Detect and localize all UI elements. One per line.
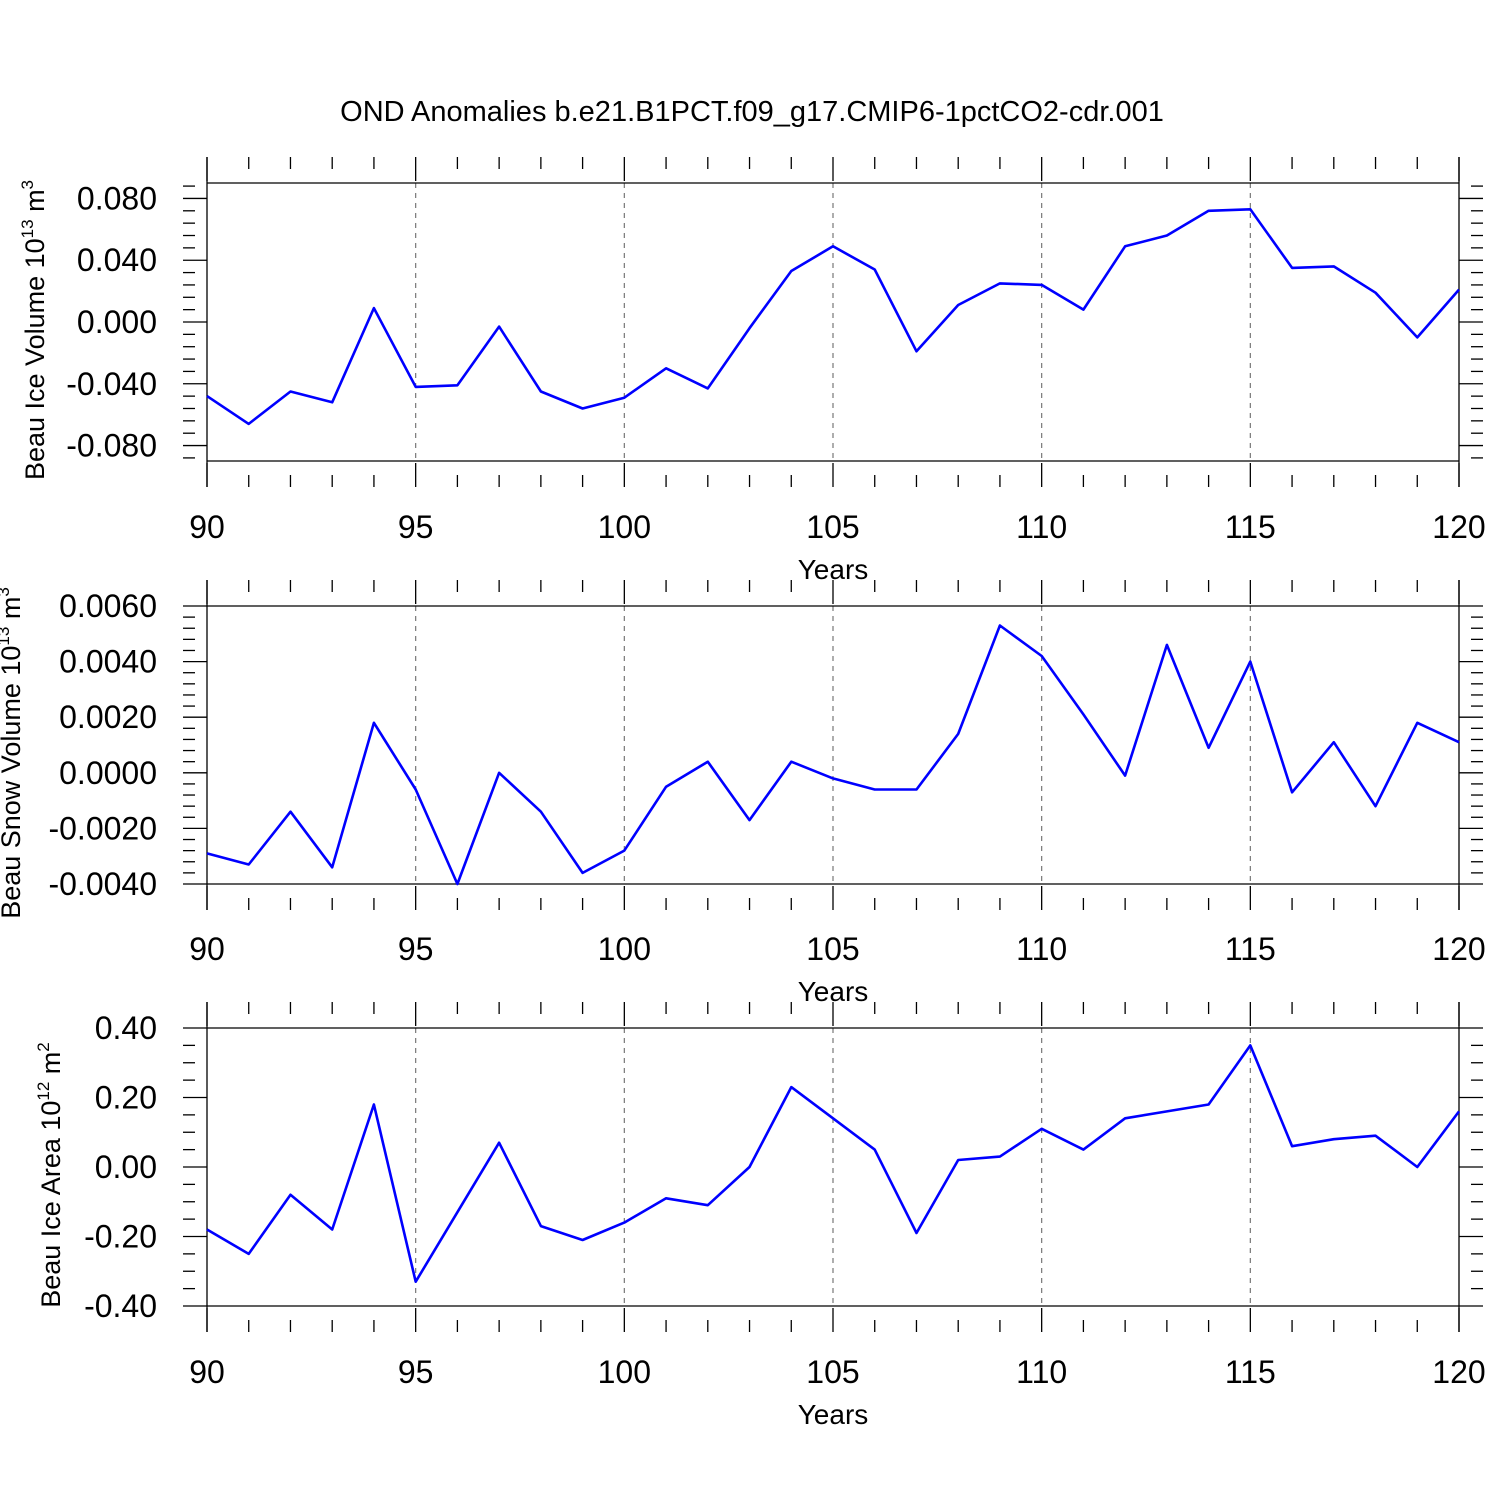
y-tick-label: 0.000 [77,304,157,340]
x-tick-label: 110 [1016,509,1067,545]
y-tick-label: 0.20 [95,1080,157,1116]
y-tick-label: -0.0040 [48,866,157,902]
x-axis-label: Years [798,976,869,1007]
x-tick-label: 105 [806,509,859,545]
series-line [206,624,1460,886]
x-tick-label: 100 [598,1354,651,1390]
panel-3: 90 95 100 105 110 115 120 0.40 0.20 0.00 -0.20 -0.4… [34,1002,1486,1430]
y-tick-label: 0.00 [95,1149,157,1185]
y-tick-label: -0.0020 [48,810,157,846]
x-tick-label: 90 [189,1354,225,1390]
x-tick-label: 120 [1432,509,1485,545]
y-axis-label: Beau Snow Volume 1013 m3 [0,587,26,919]
chart-title: OND Anomalies b.e21.B1PCT.f09_g17.CMIP6-… [340,96,1164,128]
x-tick-label: 110 [1016,931,1067,967]
x-tick-label: 90 [189,509,225,545]
y-tick-label: 0.080 [77,180,157,216]
x-tick-label: 105 [806,931,859,967]
x-tick-label: 110 [1016,1354,1067,1390]
x-tick-label: 120 [1432,931,1485,967]
y-tick-label: -0.080 [66,428,157,464]
y-tick-label: 0.40 [95,1010,157,1046]
y-tick-label: -0.040 [66,366,157,402]
x-tick-label: 90 [189,931,225,967]
y-tick-label: -0.40 [84,1288,157,1324]
x-tick-label: 95 [398,931,434,967]
y-axis-label: Beau Ice Volume 1013 m3 [18,180,50,480]
x-tick-label: 100 [598,931,651,967]
series-line [206,208,1460,426]
x-tick-label: 115 [1225,931,1276,967]
y-tick-label: 0.040 [77,242,157,278]
y-tick-label: 0.0020 [59,699,157,735]
y-tick-label: 0.0060 [59,588,157,624]
y-tick-label: 0.0000 [59,755,157,791]
panel-1: 90 95 100 105 110 115 120 0.080 0.040 0.000 -0.040… [18,157,1486,585]
x-tick-label: 95 [398,509,434,545]
x-axis-label: Years [798,1399,869,1430]
x-tick-label: 95 [398,1354,434,1390]
y-tick-label: -0.20 [84,1219,157,1255]
series-line [206,1044,1461,1283]
y-axis-label: Beau Ice Area 1012 m2 [34,1042,66,1308]
x-axis-label: Years [798,554,869,585]
x-tick-label: 115 [1225,509,1276,545]
x-tick-label: 115 [1225,1354,1276,1390]
panel-2: 90 95 100 105 110 115 120 0.0060 0.0040 0.0020 0.0… [0,580,1486,1007]
y-tick-label: 0.0040 [59,644,157,680]
x-tick-label: 105 [806,1354,859,1390]
x-tick-label: 120 [1432,1354,1485,1390]
x-tick-label: 100 [598,509,651,545]
